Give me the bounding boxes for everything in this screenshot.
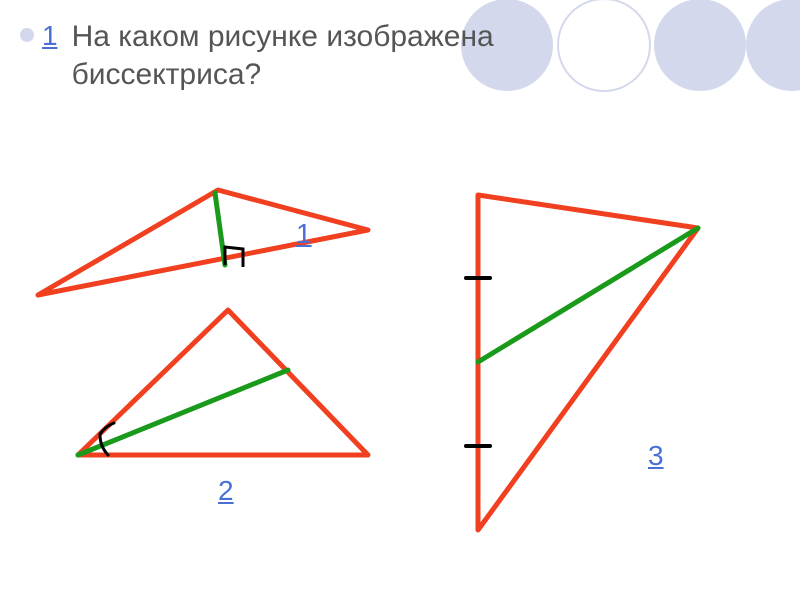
bullet-icon: [20, 28, 34, 42]
figure-label-1[interactable]: 1: [296, 218, 312, 250]
figure-3: [466, 195, 698, 530]
question-text: На каком рисунке изображена биссектриса?: [72, 18, 522, 93]
figure-label-3[interactable]: 3: [648, 440, 664, 472]
title-row: 1 На каком рисунке изображена биссектрис…: [20, 18, 522, 93]
side-link-1[interactable]: 1: [42, 20, 58, 52]
figure-2: [78, 310, 368, 455]
figure-1: [38, 190, 368, 295]
figure-label-2[interactable]: 2: [218, 475, 234, 507]
